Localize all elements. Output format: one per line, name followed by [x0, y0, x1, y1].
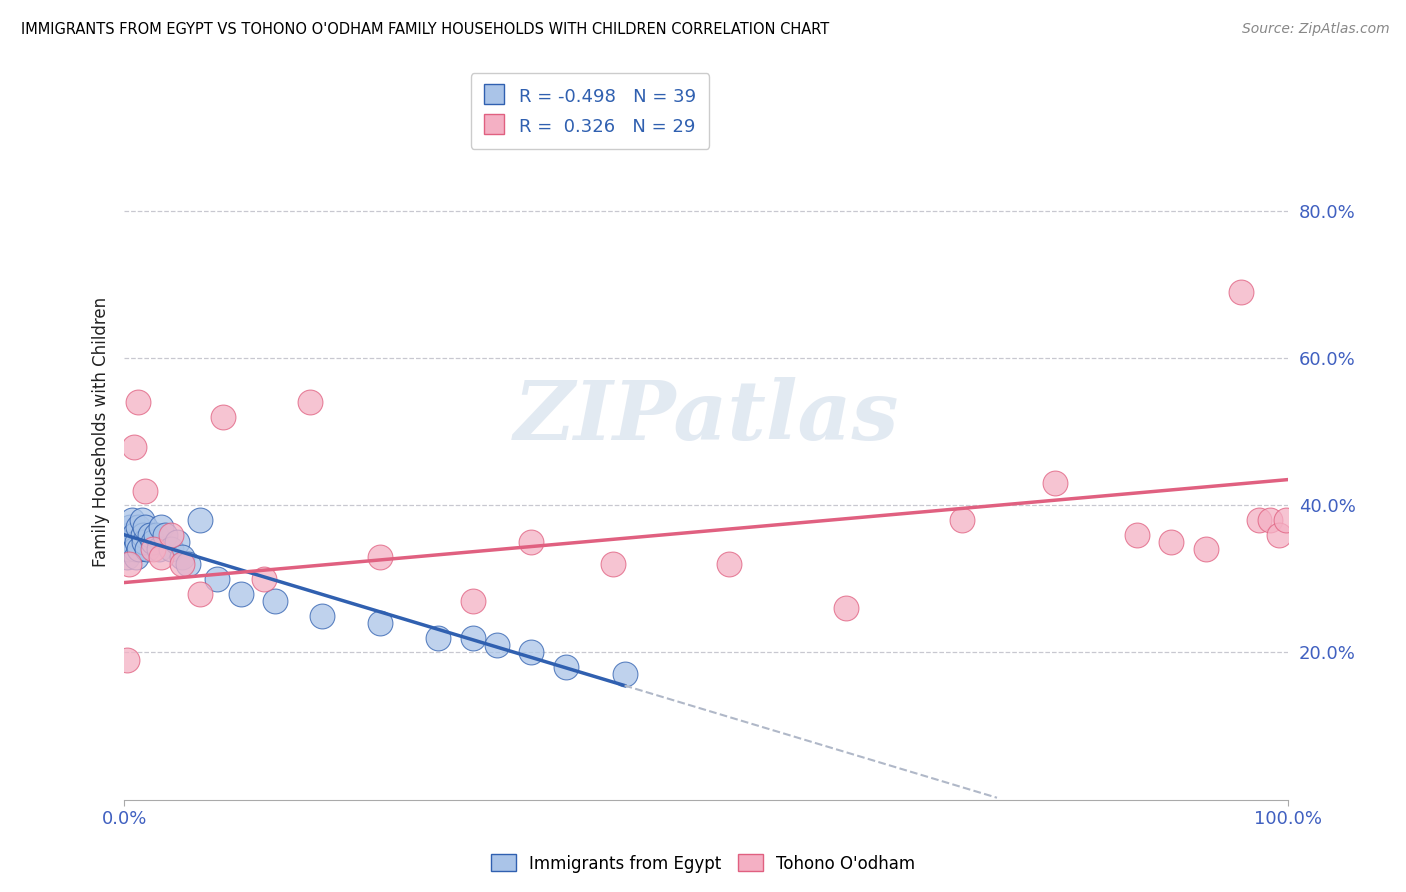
Point — [520, 535, 543, 549]
Point — [115, 653, 138, 667]
Point — [299, 395, 322, 409]
Point — [150, 520, 173, 534]
Point — [132, 528, 155, 542]
Point — [127, 520, 149, 534]
Point — [118, 520, 141, 534]
Point — [188, 586, 211, 600]
Point — [463, 631, 485, 645]
Point — [1274, 513, 1296, 527]
Point — [115, 549, 138, 564]
Point — [145, 528, 167, 542]
Point — [128, 542, 150, 557]
Text: IMMIGRANTS FROM EGYPT VS TOHONO O'ODHAM FAMILY HOUSEHOLDS WITH CHILDREN CORRELAT: IMMIGRANTS FROM EGYPT VS TOHONO O'ODHAM … — [21, 22, 830, 37]
Point — [718, 557, 741, 571]
Point — [613, 667, 636, 681]
Point — [139, 528, 162, 542]
Point — [172, 557, 194, 571]
Y-axis label: Family Households with Children: Family Households with Children — [93, 297, 110, 566]
Point — [118, 557, 141, 571]
Point — [1260, 513, 1282, 527]
Point — [120, 535, 142, 549]
Point — [188, 513, 211, 527]
Point — [1160, 535, 1182, 549]
Point — [122, 440, 145, 454]
Point — [427, 631, 450, 645]
Point — [142, 542, 165, 557]
Point — [136, 542, 159, 557]
Point — [166, 535, 188, 549]
Point — [1125, 528, 1147, 542]
Point — [134, 520, 156, 534]
Point — [555, 660, 578, 674]
Point — [177, 557, 200, 571]
Point — [127, 395, 149, 409]
Point — [125, 549, 148, 564]
Point — [124, 542, 146, 557]
Point — [121, 513, 143, 527]
Point — [1043, 476, 1066, 491]
Point — [134, 483, 156, 498]
Point — [131, 513, 153, 527]
Legend: R = -0.498   N = 39, R =  0.326   N = 29: R = -0.498 N = 39, R = 0.326 N = 29 — [471, 73, 709, 149]
Point — [1247, 513, 1270, 527]
Point — [1267, 528, 1289, 542]
Point — [1195, 542, 1218, 557]
Point — [207, 572, 229, 586]
Point — [172, 549, 194, 564]
Point — [148, 542, 170, 557]
Point — [520, 645, 543, 659]
Point — [602, 557, 624, 571]
Point — [253, 572, 276, 586]
Point — [485, 638, 508, 652]
Point — [368, 615, 391, 630]
Point — [132, 535, 155, 549]
Point — [142, 535, 165, 549]
Text: ZIPatlas: ZIPatlas — [513, 377, 898, 457]
Point — [153, 528, 176, 542]
Point — [150, 549, 173, 564]
Point — [264, 594, 287, 608]
Text: Source: ZipAtlas.com: Source: ZipAtlas.com — [1241, 22, 1389, 37]
Point — [950, 513, 973, 527]
Point — [368, 549, 391, 564]
Point — [159, 542, 181, 557]
Point — [125, 535, 148, 549]
Point — [463, 594, 485, 608]
Point — [122, 528, 145, 542]
Point — [118, 528, 141, 542]
Point — [834, 601, 856, 615]
Point — [159, 528, 181, 542]
Point — [229, 586, 252, 600]
Point — [311, 608, 333, 623]
Point — [1230, 285, 1253, 299]
Point — [117, 542, 139, 557]
Point — [212, 410, 235, 425]
Legend: Immigrants from Egypt, Tohono O'odham: Immigrants from Egypt, Tohono O'odham — [484, 847, 922, 880]
